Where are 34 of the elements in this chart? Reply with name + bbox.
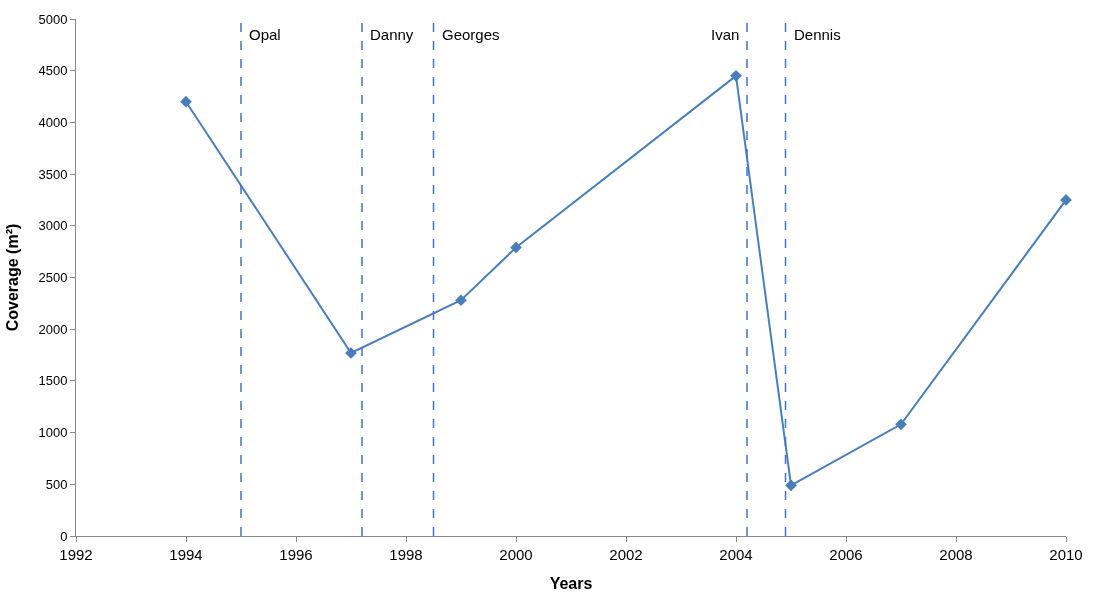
y-tick-label: 500 (45, 476, 68, 492)
y-tick-label: 3500 (38, 166, 68, 182)
ref-line-label: Opal (249, 26, 281, 43)
y-tick-label: 0 (60, 528, 68, 544)
y-tick-label: 1000 (38, 425, 68, 441)
x-tick-label: 1992 (59, 546, 93, 563)
ref-line-label: Ivan (711, 26, 740, 43)
x-tick-label: 2004 (719, 546, 753, 563)
ref-line-label: Danny (370, 26, 414, 43)
point (510, 241, 522, 254)
point (455, 294, 467, 307)
ref-line-label: Georges (442, 26, 500, 43)
y-axis-title: Coverage (m²) (4, 223, 22, 332)
x-tick-label: 2006 (829, 546, 863, 563)
x-tick-label: 2008 (939, 546, 973, 563)
y-tick-label: 4000 (38, 114, 68, 130)
point (180, 95, 192, 108)
x-tick-label: 1996 (279, 546, 313, 563)
x-tick-label: 2010 (1049, 546, 1083, 563)
y-tick-label: 5000 (38, 11, 68, 27)
point (730, 70, 742, 82)
y-tick-label: 2000 (38, 321, 68, 337)
x-tick-label: 2000 (499, 546, 533, 563)
y-tick-label: 1500 (38, 373, 68, 389)
point (785, 479, 797, 492)
x-tick-label: 1998 (389, 546, 423, 563)
x-axis-title: Years (549, 574, 593, 592)
x-tick-label: 1994 (169, 546, 203, 563)
y-tick-label: 2500 (38, 270, 68, 286)
ref-line-label: Dennis (794, 26, 841, 43)
y-tick-label: 4500 (38, 63, 68, 79)
x-tick-label: 2002 (609, 546, 643, 563)
y-tick-label: 3000 (38, 218, 68, 234)
point (895, 418, 907, 431)
